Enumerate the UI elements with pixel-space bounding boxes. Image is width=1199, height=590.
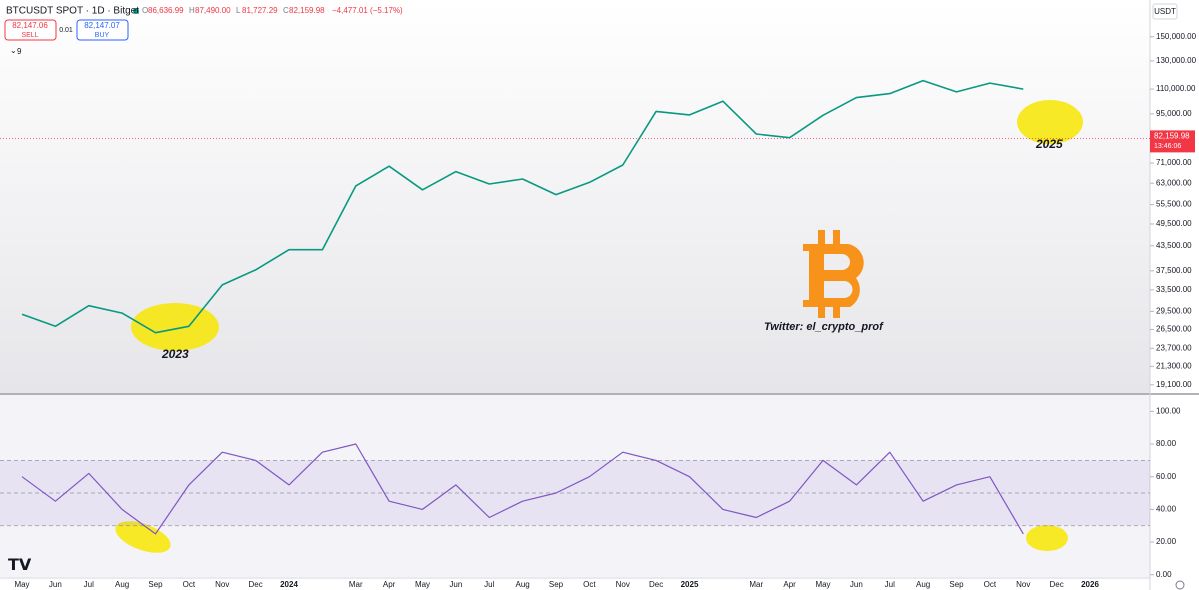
y-tick-label: 43,500.00 [1156,241,1192,250]
indicator-count: 9 [17,47,22,56]
rsi-panel [0,395,1150,577]
y-tick-label: 37,500.00 [1156,266,1192,275]
y-tick-label: 55,500.00 [1156,200,1192,209]
credit: Twitter: el_crypto_prof [764,321,884,333]
annotation-2025: 2025 [1035,137,1063,151]
ohlc-label: H [189,6,195,15]
x-tick-label: Jul [84,580,94,589]
x-tick-label: Jun [850,580,863,589]
x-tick-label: Dec [1050,580,1064,589]
x-tick-label: Oct [183,580,196,589]
x-tick-label: Sep [549,580,564,589]
y-tick-label: 60.00 [1156,472,1177,481]
ohlc: O 86,636.99 H 87,490.00 L 81,727.29 C 82,159.98… [142,6,403,15]
annotation-2023: 2023 [161,347,189,361]
x-tick-label: Oct [583,580,596,589]
y-tick-label: 21,300.00 [1156,361,1192,370]
ohlc-label: C [283,6,289,15]
buy-price: 82,147.07 [84,21,120,30]
symbol: BTCUSDT SPOT · 1D · Bitget [6,6,139,17]
sell-label: SELL [21,32,38,39]
x-tick-label: May [415,580,430,589]
x-tick-label: Sep [949,580,964,589]
x-tick-label: Dec [249,580,263,589]
ohlc-label: L [236,6,241,15]
highlight-2023 [131,303,219,351]
highlight-2025 [1017,100,1083,144]
y-tick-label: 49,500.00 [1156,219,1192,228]
status-dot [133,8,139,14]
x-tick-label: Jul [885,580,895,589]
settings-icon[interactable] [1175,580,1185,590]
sell-price: 82,147.06 [12,21,48,30]
x-tick-label: Aug [115,580,129,589]
ohlc-value: 82,159.98 [289,6,325,15]
y-tick-label: 0.00 [1156,570,1172,579]
last-price-box [1150,130,1195,153]
tv-logo: 𝗧𝗩 [8,557,32,574]
x-tick-label: May [14,580,29,589]
y-tick-label: 71,000.00 [1156,158,1192,167]
x-tick-label: Aug [916,580,930,589]
y-tick-label: 150,000.00 [1156,32,1197,41]
x-tick-label: May [815,580,830,589]
x-tick-label: Jul [484,580,494,589]
y-tick-label: 95,000.00 [1156,109,1192,118]
x-tick-label: Mar [349,580,363,589]
x-tick-label: 2024 [280,580,298,589]
x-tick-label: Nov [616,580,630,589]
x-tick-label: Aug [516,580,530,589]
y-tick-label: 80.00 [1156,439,1177,448]
change: −4,477.01 (−5.17%) [332,6,403,15]
x-tick-label: Mar [749,580,763,589]
buy-label: BUY [95,32,110,39]
x-tick-label: Sep [148,580,163,589]
x-tick-label: Jun [49,580,62,589]
price-line [21,79,1024,334]
countdown: 13:46:06 [1154,143,1181,150]
rsi-highlight-left [115,521,171,553]
rsi-line [21,443,1024,535]
x-tick-label: Oct [984,580,997,589]
x-tick-label: Jun [449,580,462,589]
x-tick-label: Apr [383,580,396,589]
ohlc-value: 81,727.29 [242,6,278,15]
y-tick-label: 33,500.00 [1156,285,1192,294]
spread: 0.01 [59,27,73,34]
y-tick-label: 26,500.00 [1156,325,1192,334]
rsi-highlight-right [1026,525,1068,551]
sell-button[interactable] [4,19,57,41]
currency: USDT [1154,7,1176,16]
buy-button[interactable] [76,19,129,41]
ohlc-value: 87,490.00 [195,6,231,15]
x-tick-label: Nov [1016,580,1030,589]
currency-box[interactable] [1152,3,1178,20]
y-tick-label: 23,700.00 [1156,343,1192,352]
x-tick-label: 2026 [1081,580,1099,589]
collapse-toggle[interactable]: ⌄ [10,46,17,55]
ohlc-label: O [142,6,148,15]
y-tick-label: 19,100.00 [1156,380,1192,389]
x-tick-label: Apr [783,580,796,589]
y-tick-label: 100.00 [1156,406,1181,415]
y-tick-label: 130,000.00 [1156,56,1197,65]
y-tick-label: 63,000.00 [1156,178,1192,187]
ohlc-value: 86,636.99 [148,6,184,15]
x-tick-label: Nov [215,580,229,589]
y-tick-label: 29,500.00 [1156,306,1192,315]
x-tick-label: Dec [649,580,663,589]
y-tick-label: 40.00 [1156,504,1177,513]
x-tick-label: 2025 [681,580,699,589]
bitcoin-logo [803,230,864,318]
y-tick-label: 20.00 [1156,537,1177,546]
y-tick-label: 110,000.00 [1156,84,1196,93]
last-price-label: 82,159.98 [1154,131,1190,140]
